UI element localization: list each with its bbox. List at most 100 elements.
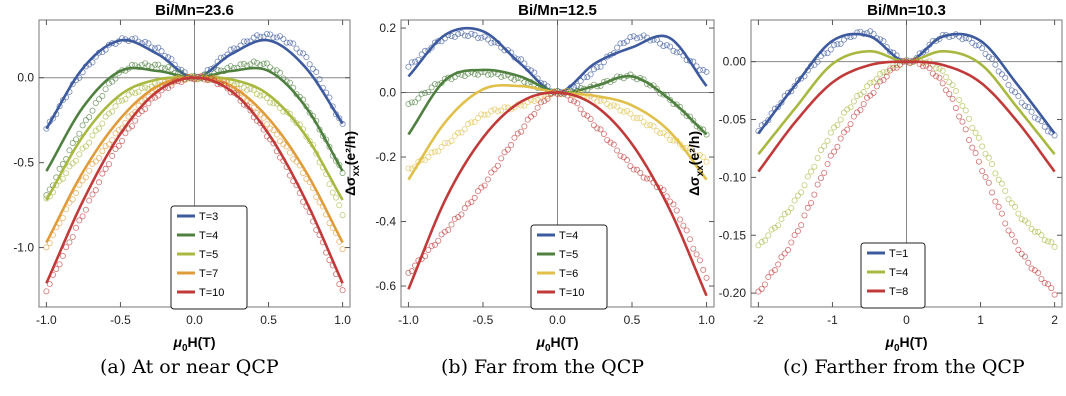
data-point: [633, 35, 640, 42]
chart-panel-1: -1.0 -0.5 0.0 0.5 1.0 0.0 -0.5 -1.0 Bi/Mn=23.6 μ0…: [13, 2, 351, 354]
data-point: [313, 69, 320, 76]
data-point: [808, 199, 815, 206]
data-point: [66, 239, 73, 246]
data-point: [82, 143, 89, 150]
data-point: [1018, 99, 1025, 106]
data-point: [224, 85, 231, 92]
data-point: [277, 33, 284, 40]
data-point: [1002, 220, 1009, 227]
data-point: [263, 121, 270, 128]
data-point: [132, 90, 139, 97]
data-point: [854, 92, 861, 99]
data-point: [1051, 291, 1058, 298]
data-point: [620, 40, 627, 47]
data-point: [428, 44, 435, 51]
data-point: [89, 59, 96, 66]
data-point: [508, 74, 515, 81]
data-point: [979, 168, 986, 175]
data-point: [995, 203, 1002, 210]
data-point: [827, 129, 834, 136]
data-point: [657, 130, 664, 137]
data-point: [824, 50, 831, 57]
data-point: [283, 108, 290, 115]
data-point: [1005, 227, 1012, 234]
data-point: [1031, 114, 1038, 121]
data-point: [755, 242, 762, 249]
data-point: [115, 126, 122, 133]
data-point: [102, 165, 109, 172]
data-point: [989, 161, 996, 168]
data-point: [597, 63, 604, 70]
data-point: [230, 45, 237, 52]
data-point: [521, 102, 528, 109]
data-point: [640, 118, 647, 125]
data-point: [860, 101, 867, 108]
data-point: [956, 113, 963, 120]
data-point: [461, 32, 468, 39]
data-point: [250, 58, 257, 65]
legend-label: T=3: [199, 211, 218, 223]
data-point: [63, 244, 70, 251]
data-point: [627, 34, 634, 41]
legend-box: [530, 224, 608, 310]
data-point: [680, 144, 687, 151]
legend-label: T=5: [559, 249, 578, 261]
data-point: [683, 227, 690, 234]
data-point: [122, 96, 129, 103]
data-point: [461, 205, 468, 212]
data-point: [415, 95, 422, 102]
data-point: [982, 174, 989, 181]
data-point: [99, 93, 106, 100]
data-point: [840, 129, 847, 136]
data-point: [643, 175, 650, 182]
data-point: [1041, 123, 1048, 130]
data-point: [82, 174, 89, 181]
data-point: [761, 281, 768, 288]
data-point: [775, 261, 782, 268]
data-point: [303, 54, 310, 61]
y-tick-label: -0.5: [13, 156, 34, 170]
data-point: [801, 182, 808, 189]
data-point: [814, 58, 821, 65]
data-point: [112, 103, 119, 110]
data-point: [1015, 210, 1022, 217]
data-point: [263, 60, 270, 67]
data-point: [919, 63, 926, 70]
data-point: [761, 237, 768, 244]
legend-label: T=5: [199, 249, 218, 261]
data-point: [992, 61, 999, 68]
data-point: [597, 126, 604, 133]
data-point: [481, 111, 488, 118]
data-point: [86, 167, 93, 174]
data-point: [66, 147, 73, 154]
data-point: [952, 105, 959, 112]
data-point: [834, 41, 841, 48]
data-point: [847, 121, 854, 128]
data-point: [703, 158, 710, 165]
data-point: [59, 175, 66, 182]
data-point: [1012, 89, 1019, 96]
data-point: [979, 143, 986, 150]
series-T-10: [405, 89, 710, 297]
data-point: [79, 177, 86, 184]
data-point: [109, 108, 116, 115]
y-tick-label: -0.10: [719, 170, 747, 184]
data-point: [76, 151, 83, 158]
data-point: [1015, 93, 1022, 100]
data-point: [471, 31, 478, 38]
chart-title: Bi/Mn=23.6: [155, 2, 234, 19]
data-point: [758, 285, 765, 292]
data-point: [465, 200, 472, 207]
data-point: [339, 246, 346, 253]
data-point: [92, 99, 99, 106]
data-point: [267, 64, 274, 71]
data-point: [247, 61, 254, 68]
data-point: [273, 131, 280, 138]
data-point: [79, 145, 86, 152]
data-point: [811, 163, 818, 170]
data-point: [703, 131, 710, 138]
data-point: [929, 70, 936, 77]
data-point: [43, 125, 50, 132]
data-point: [696, 257, 703, 264]
data-point: [758, 239, 765, 246]
